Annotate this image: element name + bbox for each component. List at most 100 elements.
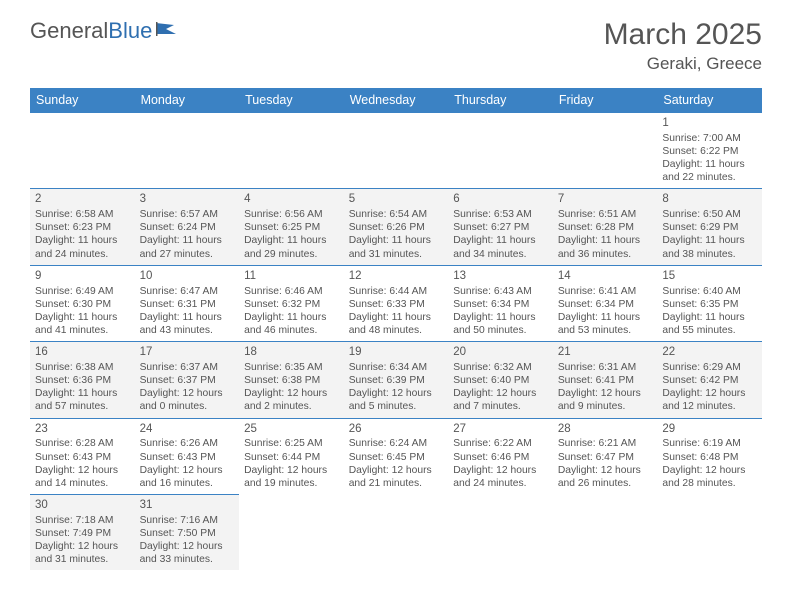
day-detail-line: and 28 minutes.	[662, 477, 757, 490]
day-detail-line: Daylight: 11 hours	[662, 158, 757, 171]
calendar-day-cell: 5Sunrise: 6:54 AMSunset: 6:26 PMDaylight…	[344, 189, 449, 265]
calendar-day-cell: 7Sunrise: 6:51 AMSunset: 6:28 PMDaylight…	[553, 189, 658, 265]
day-detail-line: Daylight: 12 hours	[349, 464, 444, 477]
day-detail-line: Sunset: 6:30 PM	[35, 298, 130, 311]
day-number: 9	[35, 269, 130, 284]
location: Geraki, Greece	[604, 54, 762, 74]
day-detail-line: and 31 minutes.	[35, 553, 130, 566]
day-detail-line: Sunrise: 6:41 AM	[558, 285, 653, 298]
calendar-day-cell: 21Sunrise: 6:31 AMSunset: 6:41 PMDayligh…	[553, 342, 658, 418]
day-number: 6	[453, 192, 548, 207]
day-detail-line: Daylight: 12 hours	[35, 464, 130, 477]
calendar-day-cell: 12Sunrise: 6:44 AMSunset: 6:33 PMDayligh…	[344, 265, 449, 341]
day-detail-line: and 5 minutes.	[349, 400, 444, 413]
day-number: 17	[140, 345, 235, 360]
calendar-day-cell	[553, 113, 658, 189]
day-detail-line: Daylight: 12 hours	[140, 387, 235, 400]
day-detail-line: Sunrise: 6:50 AM	[662, 208, 757, 221]
day-detail-line: Sunset: 6:24 PM	[140, 221, 235, 234]
day-number: 15	[662, 269, 757, 284]
calendar-day-cell: 17Sunrise: 6:37 AMSunset: 6:37 PMDayligh…	[135, 342, 240, 418]
day-number: 5	[349, 192, 444, 207]
calendar-day-cell	[448, 495, 553, 571]
calendar-day-cell: 15Sunrise: 6:40 AMSunset: 6:35 PMDayligh…	[657, 265, 762, 341]
day-detail-line: Sunset: 6:41 PM	[558, 374, 653, 387]
day-detail-line: Sunset: 6:37 PM	[140, 374, 235, 387]
calendar-day-cell: 24Sunrise: 6:26 AMSunset: 6:43 PMDayligh…	[135, 418, 240, 494]
day-detail-line: Sunset: 6:29 PM	[662, 221, 757, 234]
calendar-day-cell: 11Sunrise: 6:46 AMSunset: 6:32 PMDayligh…	[239, 265, 344, 341]
day-detail-line: Daylight: 11 hours	[558, 234, 653, 247]
day-detail-line: Daylight: 12 hours	[453, 387, 548, 400]
day-detail-line: Daylight: 12 hours	[453, 464, 548, 477]
day-detail-line: Sunrise: 6:53 AM	[453, 208, 548, 221]
calendar-day-cell: 27Sunrise: 6:22 AMSunset: 6:46 PMDayligh…	[448, 418, 553, 494]
calendar-day-cell: 19Sunrise: 6:34 AMSunset: 6:39 PMDayligh…	[344, 342, 449, 418]
logo: GeneralBlue	[30, 18, 182, 44]
day-detail-line: Sunrise: 6:49 AM	[35, 285, 130, 298]
day-detail-line: Sunrise: 6:35 AM	[244, 361, 339, 374]
calendar-week-row: 30Sunrise: 7:18 AMSunset: 7:49 PMDayligh…	[30, 495, 762, 571]
day-detail-line: Daylight: 11 hours	[349, 311, 444, 324]
day-detail-line: Daylight: 12 hours	[662, 387, 757, 400]
day-detail-line: Daylight: 12 hours	[244, 387, 339, 400]
day-detail-line: Daylight: 11 hours	[35, 234, 130, 247]
day-number: 26	[349, 422, 444, 437]
day-detail-line: and 12 minutes.	[662, 400, 757, 413]
day-detail-line: Sunset: 6:43 PM	[140, 451, 235, 464]
day-detail-line: Sunset: 6:27 PM	[453, 221, 548, 234]
day-number: 3	[140, 192, 235, 207]
calendar-day-cell: 22Sunrise: 6:29 AMSunset: 6:42 PMDayligh…	[657, 342, 762, 418]
day-number: 11	[244, 269, 339, 284]
day-detail-line: Sunrise: 6:28 AM	[35, 437, 130, 450]
day-detail-line: Sunset: 6:44 PM	[244, 451, 339, 464]
day-detail-line: Sunset: 6:32 PM	[244, 298, 339, 311]
day-number: 27	[453, 422, 548, 437]
day-detail-line: and 16 minutes.	[140, 477, 235, 490]
day-detail-line: and 36 minutes.	[558, 248, 653, 261]
day-detail-line: Sunset: 6:38 PM	[244, 374, 339, 387]
day-number: 8	[662, 192, 757, 207]
day-detail-line: Sunrise: 6:26 AM	[140, 437, 235, 450]
calendar-day-cell	[448, 113, 553, 189]
day-detail-line: Sunrise: 6:31 AM	[558, 361, 653, 374]
day-detail-line: and 27 minutes.	[140, 248, 235, 261]
day-number: 21	[558, 345, 653, 360]
day-detail-line: Sunrise: 6:40 AM	[662, 285, 757, 298]
day-detail-line: and 57 minutes.	[35, 400, 130, 413]
day-number: 31	[140, 498, 235, 513]
day-detail-line: Daylight: 11 hours	[35, 387, 130, 400]
day-detail-line: and 9 minutes.	[558, 400, 653, 413]
calendar-day-cell: 18Sunrise: 6:35 AMSunset: 6:38 PMDayligh…	[239, 342, 344, 418]
day-detail-line: Sunrise: 6:21 AM	[558, 437, 653, 450]
calendar-day-cell: 29Sunrise: 6:19 AMSunset: 6:48 PMDayligh…	[657, 418, 762, 494]
logo-text-a: General	[30, 18, 108, 44]
day-detail-line: Sunset: 6:40 PM	[453, 374, 548, 387]
day-detail-line: Daylight: 11 hours	[35, 311, 130, 324]
weekday-header: Monday	[135, 88, 240, 113]
day-detail-line: Sunrise: 6:37 AM	[140, 361, 235, 374]
day-number: 16	[35, 345, 130, 360]
day-detail-line: and 2 minutes.	[244, 400, 339, 413]
day-detail-line: Daylight: 12 hours	[662, 464, 757, 477]
day-detail-line: and 34 minutes.	[453, 248, 548, 261]
day-detail-line: and 43 minutes.	[140, 324, 235, 337]
calendar-day-cell	[135, 113, 240, 189]
day-number: 1	[662, 116, 757, 131]
calendar-day-cell	[239, 495, 344, 571]
day-detail-line: Daylight: 12 hours	[244, 464, 339, 477]
day-detail-line: Sunset: 6:34 PM	[453, 298, 548, 311]
day-detail-line: and 0 minutes.	[140, 400, 235, 413]
day-detail-line: Sunrise: 6:46 AM	[244, 285, 339, 298]
day-detail-line: Sunrise: 7:00 AM	[662, 132, 757, 145]
day-detail-line: Sunset: 7:49 PM	[35, 527, 130, 540]
day-detail-line: Sunrise: 6:57 AM	[140, 208, 235, 221]
flag-icon	[156, 18, 182, 44]
day-detail-line: and 33 minutes.	[140, 553, 235, 566]
weekday-header: Tuesday	[239, 88, 344, 113]
day-number: 14	[558, 269, 653, 284]
calendar-day-cell: 8Sunrise: 6:50 AMSunset: 6:29 PMDaylight…	[657, 189, 762, 265]
day-number: 23	[35, 422, 130, 437]
day-detail-line: Sunrise: 6:58 AM	[35, 208, 130, 221]
logo-text-b: Blue	[108, 18, 152, 44]
